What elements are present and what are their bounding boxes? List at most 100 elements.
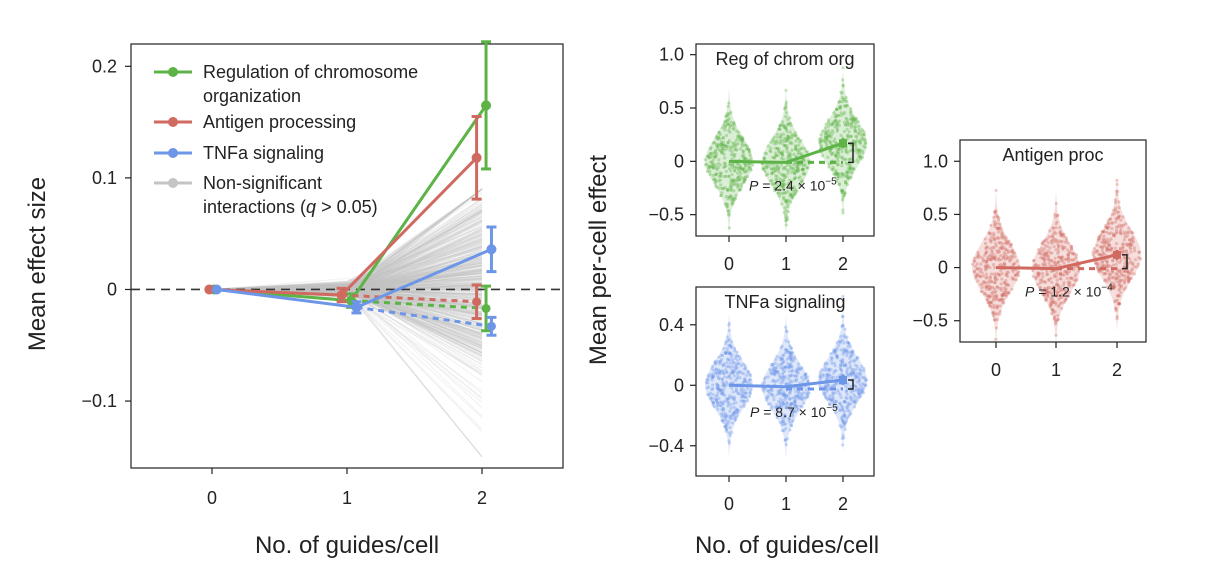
- cell-dot: [785, 199, 789, 203]
- cell-dot: [727, 364, 731, 368]
- nonsig-line: [211, 197, 483, 291]
- cell-dot: [1124, 242, 1129, 246]
- cell-dot: [727, 226, 731, 230]
- cell-dot: [775, 415, 779, 420]
- cell-dot: [858, 155, 862, 159]
- cell-dot: [771, 170, 775, 175]
- cell-dot: [828, 122, 832, 126]
- cell-dot: [1067, 251, 1071, 255]
- cell-dot: [1130, 243, 1134, 247]
- cell-dot: [788, 391, 792, 395]
- cell-dot: [782, 360, 786, 364]
- cell-dot: [707, 375, 711, 379]
- cell-dot: [743, 156, 747, 161]
- cell-dot: [793, 401, 797, 405]
- cell-dot: [1051, 226, 1055, 230]
- cell-dot: [840, 155, 844, 159]
- cell-dot: [839, 90, 843, 94]
- cell-dot: [777, 170, 781, 174]
- cell-dot: [728, 195, 732, 199]
- cell-dot: [725, 122, 730, 126]
- cell-dot: [818, 384, 822, 388]
- cell-dot: [862, 366, 866, 371]
- cell-dot: [843, 400, 847, 404]
- cell-dot: [1102, 230, 1106, 234]
- cell-dot: [786, 171, 790, 175]
- cell-dot: [766, 389, 770, 393]
- cell-dot: [856, 124, 861, 128]
- cell-dot: [789, 359, 793, 363]
- cell-dot: [1114, 231, 1118, 235]
- cell-dot: [1000, 247, 1005, 251]
- cell-dot: [730, 173, 734, 177]
- cell-dot: [784, 395, 788, 399]
- legend-nonsig-part-b: > 0.05): [316, 197, 378, 217]
- cell-dot: [1069, 276, 1074, 280]
- cell-dot: [1041, 249, 1045, 253]
- cell-dot: [792, 409, 797, 414]
- cell-dot: [851, 139, 855, 143]
- cell-dot: [827, 397, 831, 401]
- cell-dot: [772, 188, 777, 193]
- cell-dot: [1129, 276, 1133, 281]
- cell-dot: [847, 341, 851, 346]
- cell-dot: [769, 179, 773, 183]
- cell-dot: [864, 383, 868, 387]
- cell-dot: [1074, 272, 1078, 276]
- cell-dot: [862, 376, 866, 380]
- cell-dot: [1065, 276, 1069, 280]
- cell-dot: [776, 363, 780, 367]
- cell-dot: [825, 131, 829, 135]
- cell-dot: [860, 390, 864, 394]
- p-text: = 1.2 × 10: [1034, 284, 1101, 300]
- cell-dot: [715, 383, 720, 387]
- cell-dot: [1112, 233, 1116, 238]
- cell-dot: [711, 387, 715, 391]
- cell-dot: [1071, 251, 1075, 256]
- cell-dot: [734, 407, 738, 411]
- cell-dot: [770, 392, 774, 397]
- cell-dot: [858, 371, 862, 375]
- cell-dot: [835, 156, 839, 160]
- cell-dot: [1114, 206, 1118, 210]
- cell-dot: [733, 349, 737, 353]
- cell-dot: [992, 233, 996, 237]
- cell-dot: [768, 391, 772, 395]
- cell-dot: [738, 177, 742, 182]
- cell-dot: [1004, 287, 1008, 291]
- cell-dot: [993, 295, 997, 299]
- cell-dot: [785, 144, 789, 148]
- cell-dot: [724, 114, 728, 119]
- cell-dot: [840, 164, 844, 168]
- x-tick-label: 2: [838, 494, 848, 514]
- nonsig-line: [211, 270, 483, 291]
- cell-dot: [1054, 274, 1059, 279]
- cell-dot: [783, 369, 787, 373]
- cell-dot: [991, 252, 995, 256]
- cell-dot: [855, 380, 859, 384]
- cell-dot: [785, 349, 789, 353]
- cell-dot: [719, 183, 723, 187]
- cell-dot: [793, 399, 797, 404]
- cell-dot: [772, 398, 776, 402]
- cell-dot: [714, 154, 718, 158]
- cell-dot: [1111, 259, 1115, 263]
- cell-dot: [730, 386, 734, 391]
- cell-dot: [781, 185, 785, 189]
- cell-dot: [763, 387, 767, 391]
- cell-dot: [772, 182, 776, 186]
- cell-dot: [1047, 257, 1051, 261]
- cell-dot: [783, 351, 787, 355]
- cell-dot: [784, 325, 788, 329]
- cell-dot: [1042, 294, 1046, 298]
- cell-dot: [1119, 271, 1123, 275]
- cell-dot: [728, 365, 732, 369]
- cell-dot: [728, 126, 732, 130]
- cell-dot: [840, 191, 844, 195]
- cell-dot: [1060, 272, 1065, 277]
- legend-marker-red: [168, 117, 178, 127]
- cell-dot: [783, 438, 787, 442]
- cell-dot: [788, 391, 792, 395]
- cell-dot: [724, 113, 729, 118]
- cell-dot: [1001, 236, 1005, 240]
